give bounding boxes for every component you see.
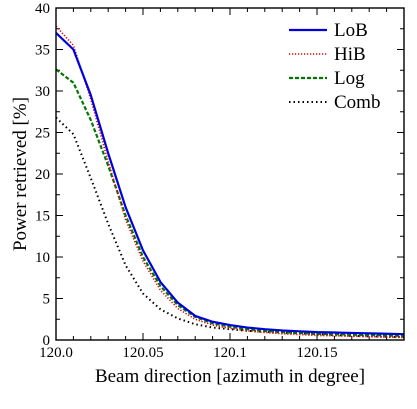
x-tick-label: 120.15: [296, 345, 337, 361]
x-tick-label: 120.05: [122, 345, 163, 361]
y-axis-title: Power retrieved [%]: [10, 97, 31, 251]
y-tick-label: 35: [35, 43, 50, 59]
legend-label-log: Log: [334, 68, 365, 89]
x-axis-title: Beam direction [azimuth in degree]: [95, 366, 365, 387]
y-tick-label: 20: [35, 167, 50, 183]
legend: LoB HiB Log Comb: [289, 20, 380, 113]
series-line-comb: [56, 116, 404, 339]
legend-label-comb: Comb: [334, 92, 380, 113]
legend-label-hib: HiB: [334, 44, 366, 65]
tick-labels-layer: 0 5 10 15 20 25 30 35 40 120.0 120.05 120.1 120.15: [35, 1, 338, 361]
plot-frame: [55, 7, 405, 341]
y-tick-label: 40: [35, 1, 50, 17]
y-tick-label: 30: [35, 84, 50, 100]
y-tick-label: 10: [35, 250, 50, 266]
x-tick-label: 120.1: [213, 345, 247, 361]
y-tick-label: 5: [43, 292, 51, 308]
y-tick-label: 15: [35, 209, 50, 225]
y-tick-label: 25: [35, 126, 50, 142]
series-line-lob: [56, 32, 404, 336]
x-tick-label: 120.0: [39, 345, 73, 361]
y-tick-label: 0: [43, 333, 51, 349]
legend-label-lob: LoB: [334, 20, 368, 41]
series-layer: [56, 25, 404, 339]
